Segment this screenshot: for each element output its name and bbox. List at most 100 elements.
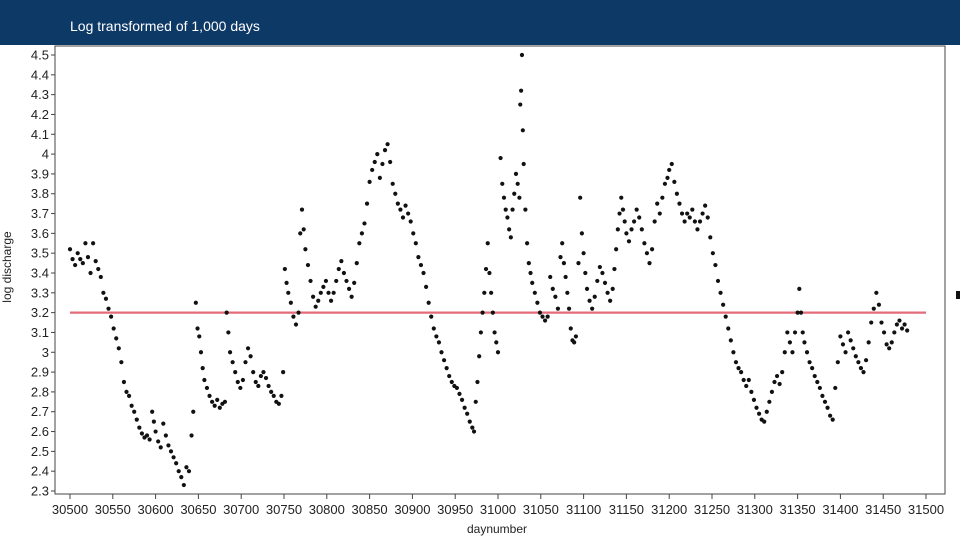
x-tick-label: 30900 <box>394 502 430 517</box>
y-tick-label: 4.1 <box>31 127 49 142</box>
data-point <box>578 195 583 200</box>
data-point <box>377 175 382 180</box>
data-point <box>457 391 462 396</box>
data-point <box>674 191 680 196</box>
data-point <box>652 219 657 224</box>
data-point <box>519 88 524 93</box>
edge-marker <box>956 291 960 299</box>
data-point <box>166 443 171 448</box>
data-point <box>354 260 359 266</box>
data-point <box>505 215 510 220</box>
data-point <box>634 207 639 212</box>
data-point <box>655 201 660 206</box>
data-point <box>897 318 902 323</box>
data-point <box>879 320 884 325</box>
data-point <box>129 403 134 408</box>
data-point <box>352 280 357 286</box>
data-point <box>523 207 528 212</box>
data-point <box>721 302 726 307</box>
data-point <box>336 266 341 272</box>
data-point <box>424 284 429 289</box>
data-point <box>830 417 835 422</box>
data-point <box>186 469 192 474</box>
data-point <box>861 369 866 375</box>
data-point <box>632 219 637 224</box>
y-tick-label: 3.4 <box>31 266 49 281</box>
data-point <box>833 385 838 391</box>
data-point <box>454 385 460 391</box>
x-tick-label: 30700 <box>223 502 259 517</box>
data-point <box>153 429 158 434</box>
data-point <box>587 298 592 303</box>
data-point <box>780 369 785 375</box>
y-tick-label: 2.8 <box>31 384 49 399</box>
data-point <box>382 148 388 153</box>
x-tick-label: 31450 <box>865 502 901 517</box>
data-point <box>792 330 798 335</box>
data-point <box>639 227 644 232</box>
data-point <box>161 421 166 426</box>
data-point <box>346 286 352 291</box>
data-point <box>101 290 106 295</box>
data-point <box>802 340 807 345</box>
data-point <box>328 298 334 303</box>
data-point <box>739 369 744 375</box>
data-point <box>874 290 879 295</box>
data-point <box>193 300 198 305</box>
data-point <box>485 241 490 246</box>
data-point <box>889 340 894 345</box>
data-point <box>181 482 186 488</box>
data-point <box>605 290 610 295</box>
data-point <box>238 385 243 391</box>
data-point <box>612 266 617 272</box>
x-tick-label: 30800 <box>309 502 345 517</box>
data-point <box>820 393 825 398</box>
data-point <box>795 310 800 315</box>
y-tick-label: 4.4 <box>31 67 49 82</box>
data-point <box>572 340 577 345</box>
data-point <box>710 251 715 256</box>
data-point <box>321 284 326 289</box>
data-point <box>395 201 400 206</box>
data-point <box>869 320 874 325</box>
data-point <box>217 405 222 410</box>
data-point <box>848 338 853 343</box>
data-point <box>561 260 567 266</box>
data-point <box>359 231 364 236</box>
data-point <box>550 286 555 291</box>
data-point <box>576 260 581 266</box>
data-point <box>341 270 347 276</box>
data-point <box>403 203 408 208</box>
data-point <box>119 360 124 365</box>
data-point <box>856 360 861 365</box>
data-point <box>344 278 349 284</box>
data-point <box>662 181 668 186</box>
x-tick-label: 31200 <box>651 502 687 517</box>
data-point <box>508 235 513 240</box>
data-point <box>168 449 174 454</box>
data-point <box>503 207 508 212</box>
data-point <box>518 102 523 107</box>
data-point <box>532 290 537 295</box>
data-point <box>713 262 718 268</box>
data-point <box>179 475 184 480</box>
data-point <box>610 286 615 291</box>
data-point <box>470 425 475 430</box>
data-point <box>500 181 505 186</box>
data-point <box>240 377 246 383</box>
data-point <box>622 219 627 224</box>
data-point <box>75 251 80 256</box>
data-point <box>535 300 540 305</box>
y-tick-label: 2.4 <box>31 464 49 479</box>
data-point <box>835 360 840 365</box>
data-point <box>114 336 119 341</box>
data-point <box>851 346 856 351</box>
data-point <box>553 294 558 299</box>
data-point <box>560 241 565 246</box>
data-point <box>521 161 526 167</box>
data-point <box>800 330 805 335</box>
y-tick-label: 2.9 <box>31 365 49 380</box>
data-point <box>782 350 787 355</box>
data-point <box>555 306 561 311</box>
y-tick-label: 3.6 <box>31 226 49 241</box>
